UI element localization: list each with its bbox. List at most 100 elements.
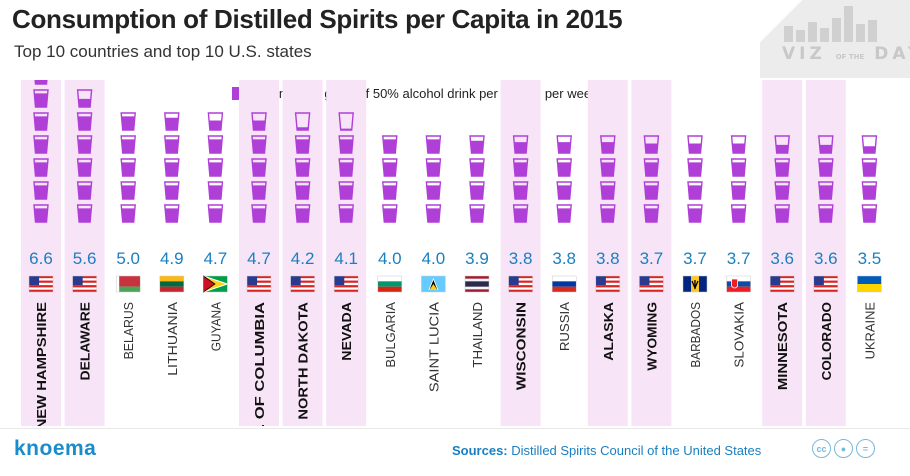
value-label: 4.0 bbox=[422, 249, 446, 268]
glass-fill bbox=[165, 139, 179, 153]
bar-thailand bbox=[469, 135, 485, 223]
glass-fill bbox=[819, 162, 833, 176]
category-label: BARBADOS bbox=[688, 302, 703, 368]
shot-glass-icon bbox=[730, 135, 747, 154]
glass-fill bbox=[165, 162, 179, 176]
category-label: WISCONSIN bbox=[514, 302, 529, 390]
glass-fill bbox=[514, 142, 528, 153]
shot-glass-icon bbox=[774, 204, 790, 223]
glass-fill bbox=[470, 185, 484, 199]
glass-fill bbox=[252, 139, 266, 153]
shot-glass-icon bbox=[120, 112, 136, 131]
glass-fill bbox=[295, 139, 310, 153]
glass-fill bbox=[470, 162, 484, 176]
shot-glass-icon bbox=[251, 181, 267, 200]
glass-fill bbox=[77, 208, 92, 222]
shot-glass-icon bbox=[294, 112, 311, 131]
flag-us-icon bbox=[72, 275, 97, 293]
shot-glass-icon bbox=[730, 181, 747, 200]
glass-fill bbox=[121, 139, 135, 153]
sources-text: Distilled Spirits Council of the United … bbox=[511, 443, 762, 458]
bar-russia bbox=[556, 135, 572, 223]
shot-glass-icon bbox=[556, 158, 572, 177]
shot-glass-icon bbox=[861, 181, 878, 200]
chart-title: Consumption of Distilled Spirits per Cap… bbox=[12, 4, 623, 34]
shot-glass-icon bbox=[251, 204, 267, 223]
cc-icon[interactable]: cc bbox=[812, 439, 831, 458]
category-label: UKRAINE bbox=[862, 302, 877, 360]
glass-fill bbox=[121, 208, 135, 222]
shot-glass-icon bbox=[120, 135, 136, 154]
state-highlight-band bbox=[64, 80, 105, 426]
shot-glass-icon bbox=[33, 135, 49, 154]
shot-glass-icon bbox=[469, 158, 485, 177]
shot-glass-icon bbox=[207, 158, 224, 177]
value-label: 4.1 bbox=[334, 249, 358, 268]
shot-glass-icon bbox=[33, 112, 49, 131]
glass-fill bbox=[34, 185, 48, 199]
bar-lithuania bbox=[164, 112, 180, 223]
shot-glass-icon bbox=[76, 204, 93, 223]
value-label: 4.9 bbox=[160, 249, 184, 268]
shot-glass-icon bbox=[774, 135, 790, 154]
sources-line: Sources: Distilled Spirits Council of th… bbox=[452, 443, 761, 458]
glass-fill bbox=[383, 208, 397, 222]
value-label: 3.8 bbox=[509, 249, 533, 268]
shot-glass-icon bbox=[643, 158, 660, 177]
glass-fill bbox=[645, 143, 658, 153]
shot-glass-icon bbox=[33, 89, 49, 108]
value-label: 4.0 bbox=[378, 249, 402, 268]
flag-us-icon bbox=[333, 275, 359, 293]
knoema-logo[interactable]: knoema bbox=[14, 437, 97, 460]
shot-glass-icon bbox=[730, 204, 747, 223]
value-label: 3.5 bbox=[858, 249, 882, 268]
flag-thailand-icon bbox=[464, 275, 490, 293]
bar-saint-lucia bbox=[425, 135, 442, 223]
shot-glass-icon bbox=[818, 204, 834, 223]
shot-glass-icon bbox=[469, 135, 485, 154]
glass-fill bbox=[121, 185, 135, 199]
flag-saint-lucia-icon bbox=[421, 275, 446, 293]
value-label: 3.7 bbox=[640, 249, 664, 268]
bar-guyana bbox=[207, 112, 224, 223]
shot-glass-icon bbox=[512, 158, 529, 177]
flag-belarus-icon bbox=[115, 275, 141, 293]
glass-fill bbox=[295, 162, 310, 176]
shot-glass-icon bbox=[76, 181, 93, 200]
value-label: 3.9 bbox=[465, 249, 489, 268]
glass-fill bbox=[775, 208, 789, 222]
shot-glass-icon bbox=[425, 204, 442, 223]
glass-fill bbox=[77, 162, 92, 176]
glass-fill bbox=[819, 185, 833, 199]
flag-ukraine-icon bbox=[857, 275, 882, 293]
by-icon[interactable]: ● bbox=[834, 439, 853, 458]
glass-fill bbox=[383, 185, 397, 199]
value-label: 5.0 bbox=[116, 249, 140, 268]
glass-fill bbox=[165, 208, 179, 222]
state-highlight-band bbox=[282, 80, 323, 426]
glass-fill bbox=[34, 139, 48, 153]
state-highlight-band bbox=[762, 80, 803, 426]
value-label: 3.7 bbox=[727, 249, 751, 268]
flag-slovakia-icon bbox=[726, 275, 751, 293]
glass-fill bbox=[470, 208, 484, 222]
glass-fill bbox=[35, 80, 47, 84]
shot-glass-icon bbox=[164, 204, 180, 223]
shot-glass-icon bbox=[164, 112, 180, 131]
shot-glass-icon bbox=[861, 204, 878, 223]
value-label: 3.7 bbox=[683, 249, 707, 268]
shot-glass-icon bbox=[425, 158, 442, 177]
shot-glass-icon bbox=[643, 204, 660, 223]
shot-glass-icon bbox=[600, 204, 616, 223]
value-label: 6.6 bbox=[29, 249, 53, 268]
shot-glass-icon bbox=[34, 80, 48, 85]
shot-glass-icon bbox=[120, 158, 136, 177]
bar-minnesota bbox=[774, 135, 790, 223]
shot-glass-icon bbox=[687, 135, 703, 154]
shot-glass-icon bbox=[382, 204, 398, 223]
nd-icon[interactable]: = bbox=[856, 439, 875, 458]
bar-belarus bbox=[120, 112, 136, 223]
shot-glass-icon bbox=[512, 135, 529, 154]
shot-glass-icon bbox=[687, 204, 703, 223]
state-highlight-band bbox=[805, 80, 846, 426]
